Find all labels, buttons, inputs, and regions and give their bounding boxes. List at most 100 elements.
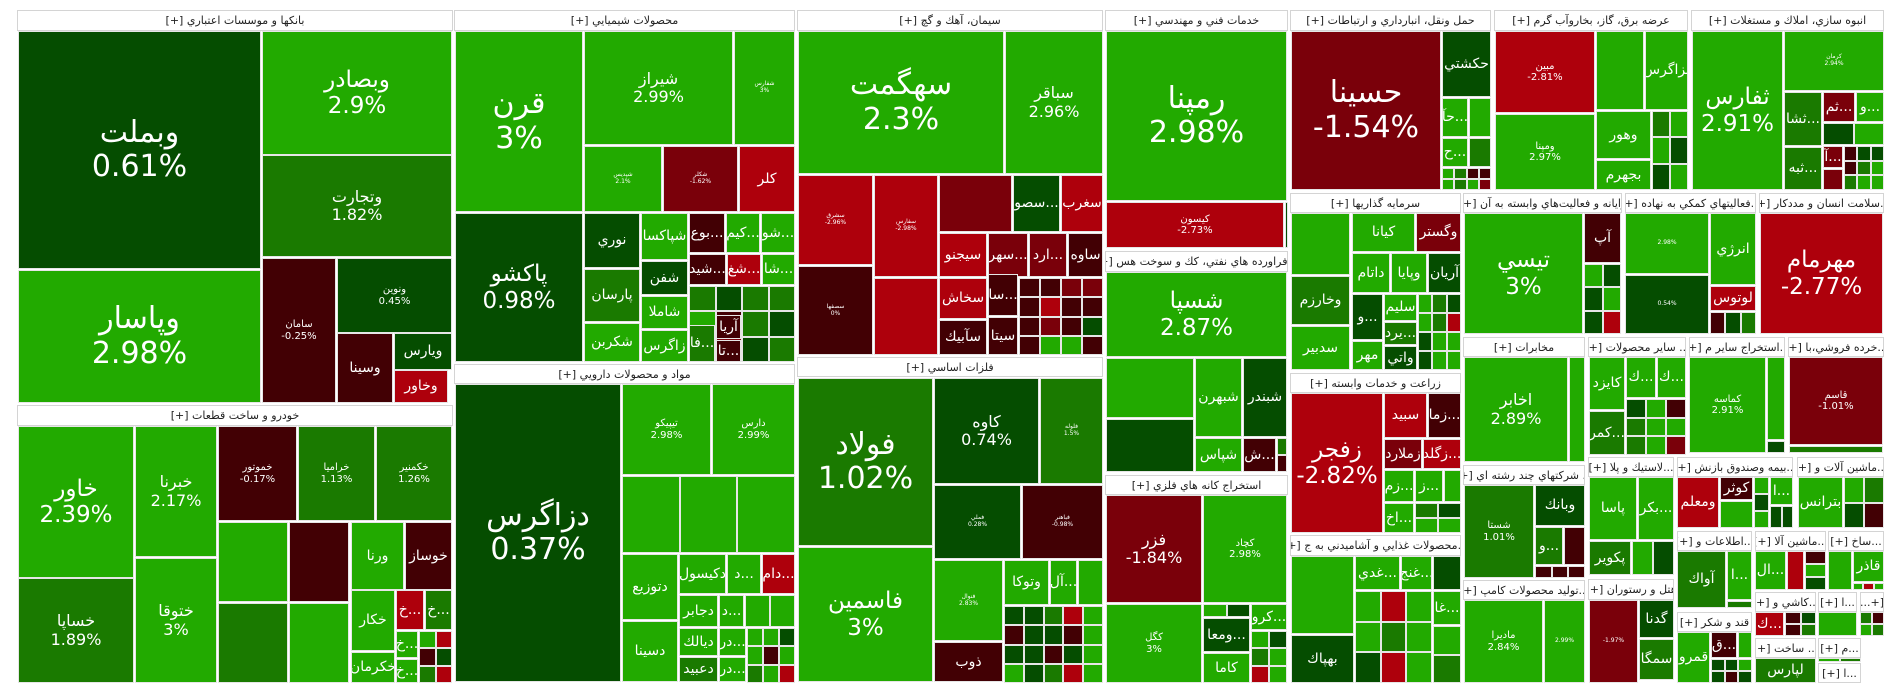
stock-tile[interactable]: دزاگرس 0.37%: [455, 384, 621, 682]
stock-tile-small[interactable]: [1438, 503, 1461, 518]
stock-tile[interactable]: وپاسار 2.98%: [18, 270, 261, 403]
stock-tile[interactable]: تيسي 3%: [1464, 213, 1583, 334]
stock-tile-small[interactable]: [742, 337, 769, 362]
stock-tile-small[interactable]: [1857, 175, 1871, 190]
stock-tile[interactable]: ...ق: [1711, 632, 1737, 658]
stock-tile-small[interactable]: [1754, 511, 1769, 528]
stock-tile[interactable]: ...زگلد: [1423, 439, 1461, 469]
stock-tile[interactable]: وتجارت 1.82%: [262, 155, 452, 257]
stock-tile[interactable]: ومپنا 2.97%: [1495, 114, 1595, 190]
stock-tile[interactable]: مهرمام -2.77%: [1760, 213, 1883, 334]
stock-tile[interactable]: ...ثم: [1823, 92, 1855, 122]
stock-tile-small[interactable]: [1584, 264, 1603, 287]
stock-tile[interactable]: ...زم: [1384, 470, 1414, 502]
stock-tile[interactable]: واتي: [1384, 346, 1417, 370]
stock-tile-small[interactable]: [1004, 606, 1024, 625]
sector-header[interactable]: ...سلامت انسان و مددكار [+]: [1759, 193, 1884, 213]
stock-tile-small[interactable]: [1469, 98, 1491, 137]
stock-tile[interactable]: شكلر -1.62%: [663, 146, 738, 212]
stock-tile[interactable]: سفارس -2.98%: [874, 175, 938, 277]
stock-tile[interactable]: ...خ: [425, 590, 452, 630]
sector-header[interactable]: ...ماشين آلات و [+]: [1797, 457, 1884, 477]
stock-tile-small[interactable]: [1083, 645, 1103, 664]
sector-header[interactable]: ...خرده فروشي،با [+]: [1788, 337, 1884, 357]
stock-tile[interactable]: زفجر -2.82%: [1291, 393, 1383, 533]
stock-tile-small[interactable]: [1251, 648, 1269, 666]
stock-tile[interactable]: سخاش: [939, 278, 987, 319]
stock-tile[interactable]: ماديرا 2.84%: [1464, 600, 1543, 683]
stock-tile-small[interactable]: [1082, 297, 1103, 317]
sector-header[interactable]: حمل ونقل، انبارداري و ارتباطات [+]: [1290, 10, 1491, 31]
stock-tile-small[interactable]: [1552, 566, 1568, 578]
stock-tile-small[interactable]: [1406, 622, 1432, 652]
stock-tile[interactable]: -1.97%: [1589, 600, 1638, 683]
stock-tile-small[interactable]: [1082, 336, 1103, 355]
stock-tile[interactable]: حكشتي: [1442, 31, 1491, 97]
stock-tile[interactable]: قمرو: [1677, 632, 1710, 683]
stock-tile-small[interactable]: [1024, 664, 1044, 683]
stock-tile[interactable]: پاسا: [1589, 477, 1637, 540]
stock-tile[interactable]: كاوه 0.74%: [934, 378, 1039, 484]
stock-tile[interactable]: سباقر 2.96%: [1005, 31, 1103, 174]
stock-tile-small[interactable]: [1844, 161, 1857, 175]
stock-tile[interactable]: ...د: [719, 595, 744, 627]
stock-tile-small[interactable]: [289, 522, 349, 602]
sector-header[interactable]: هتل و رستوران [+]: [1588, 579, 1674, 600]
stock-tile-small[interactable]: [1603, 264, 1621, 287]
stock-tile[interactable]: ومعلم: [1677, 477, 1719, 528]
stock-tile-small[interactable]: [1666, 418, 1686, 436]
stock-tile[interactable]: ...خ: [396, 590, 424, 630]
stock-tile-small[interactable]: [1871, 146, 1884, 161]
stock-tile-small[interactable]: [1738, 671, 1752, 683]
stock-tile-small[interactable]: [1406, 591, 1432, 622]
stock-tile-small[interactable]: [1801, 624, 1816, 636]
stock-tile[interactable]: ...د: [727, 554, 761, 594]
stock-tile-small[interactable]: [1479, 179, 1491, 190]
stock-tile-small[interactable]: [1106, 358, 1194, 418]
stock-tile[interactable]: سيتا: [988, 317, 1018, 355]
stock-tile-small[interactable]: [1082, 317, 1103, 336]
stock-tile[interactable]: ...غا: [1433, 591, 1461, 625]
stock-tile-small[interactable]: [1874, 583, 1884, 590]
stock-tile[interactable]: وبصادر 2.9%: [262, 31, 452, 155]
stock-tile-small[interactable]: [1447, 294, 1461, 313]
sector-header[interactable]: سرمايه گذاريها [+]: [1290, 193, 1461, 213]
sector-header[interactable]: قند و شكر [+]: [1677, 612, 1752, 632]
stock-tile[interactable]: دتوزيع: [622, 554, 678, 620]
sector-header[interactable]: خودرو و ساخت قطعات [+]: [17, 405, 453, 426]
stock-tile[interactable]: فملي 0.28%: [934, 485, 1021, 559]
stock-tile-small[interactable]: [1454, 179, 1467, 190]
stock-tile[interactable]: بزاگرس: [1645, 31, 1688, 110]
stock-tile-small[interactable]: [1864, 477, 1884, 503]
stock-tile-small[interactable]: [1844, 146, 1857, 161]
stock-tile-small[interactable]: [1044, 606, 1063, 625]
stock-tile[interactable]: شبندر: [1243, 358, 1287, 437]
stock-tile-small[interactable]: [1863, 583, 1874, 590]
stock-tile-small[interactable]: [1767, 357, 1785, 440]
stock-tile[interactable]: سهگمت 2.3%: [798, 31, 1004, 174]
stock-tile-small[interactable]: [436, 648, 452, 666]
stock-tile-small[interactable]: [1467, 179, 1479, 190]
stock-tile-small[interactable]: [1741, 312, 1756, 334]
stock-tile[interactable]: كايزد: [1589, 357, 1625, 410]
stock-tile-small[interactable]: [1061, 336, 1082, 355]
stock-tile[interactable]: دارس 2.99%: [712, 384, 795, 475]
stock-tile[interactable]: شفن: [641, 261, 688, 295]
stock-tile-small[interactable]: [1710, 312, 1725, 334]
stock-tile-small[interactable]: [939, 175, 1012, 232]
stock-tile-small[interactable]: [1418, 332, 1432, 351]
stock-tile[interactable]: 2.99%: [1544, 600, 1585, 683]
stock-tile[interactable]: سصفها 0%: [798, 266, 873, 355]
stock-tile-small[interactable]: [1415, 518, 1438, 533]
stock-tile-small[interactable]: [1432, 313, 1447, 332]
stock-tile[interactable]: سامان -0.25%: [262, 258, 336, 403]
stock-tile-small[interactable]: [763, 646, 779, 665]
stock-tile-small[interactable]: [419, 648, 436, 666]
stock-tile-small[interactable]: [1844, 477, 1864, 503]
stock-tile-small[interactable]: [419, 666, 436, 683]
stock-tile[interactable]: ...ح: [1442, 138, 1468, 167]
stock-tile-small[interactable]: [1479, 168, 1491, 179]
stock-tile[interactable]: قاذر: [1853, 551, 1884, 582]
sector-header[interactable]: زراعت و خدمات وابسته [+]: [1290, 373, 1461, 393]
stock-tile[interactable]: دكيسول: [679, 554, 726, 594]
